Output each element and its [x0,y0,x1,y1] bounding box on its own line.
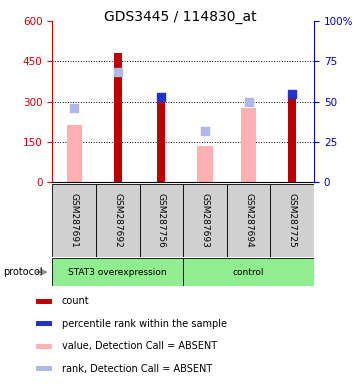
Text: GSM287691: GSM287691 [70,193,79,248]
Bar [66,124,82,182]
Text: GSM287694: GSM287694 [244,193,253,248]
Text: GDS3445 / 114830_at: GDS3445 / 114830_at [104,10,257,23]
Point [290,91,295,97]
Point [202,127,208,134]
Bar [197,146,213,182]
Bar [157,99,165,182]
Text: value, Detection Call = ABSENT: value, Detection Call = ABSENT [61,341,217,351]
Bar [227,184,270,257]
Point [246,99,252,105]
Bar [52,184,96,257]
Text: STAT3 overexpression: STAT3 overexpression [69,268,167,276]
Bar [183,184,227,257]
Bar [36,344,52,349]
Text: GSM287725: GSM287725 [288,193,297,248]
Point [158,94,164,100]
Text: GSM287692: GSM287692 [113,193,122,248]
Bar [140,184,183,257]
Bar [241,108,256,182]
Text: rank, Detection Call = ABSENT: rank, Detection Call = ABSENT [61,364,212,374]
Bar [183,258,314,286]
Bar [52,258,183,286]
Text: percentile rank within the sample: percentile rank within the sample [61,319,226,329]
Bar [96,184,140,257]
Bar [36,366,52,371]
Point [71,104,77,111]
Bar [288,95,296,182]
Text: protocol: protocol [4,267,43,277]
Bar [270,184,314,257]
Bar [36,321,52,326]
Text: control: control [233,268,264,276]
Point [115,69,121,75]
Text: GSM287693: GSM287693 [200,193,209,248]
Bar [114,53,122,182]
Text: GSM287756: GSM287756 [157,193,166,248]
Text: count: count [61,296,89,306]
Bar [36,299,52,304]
